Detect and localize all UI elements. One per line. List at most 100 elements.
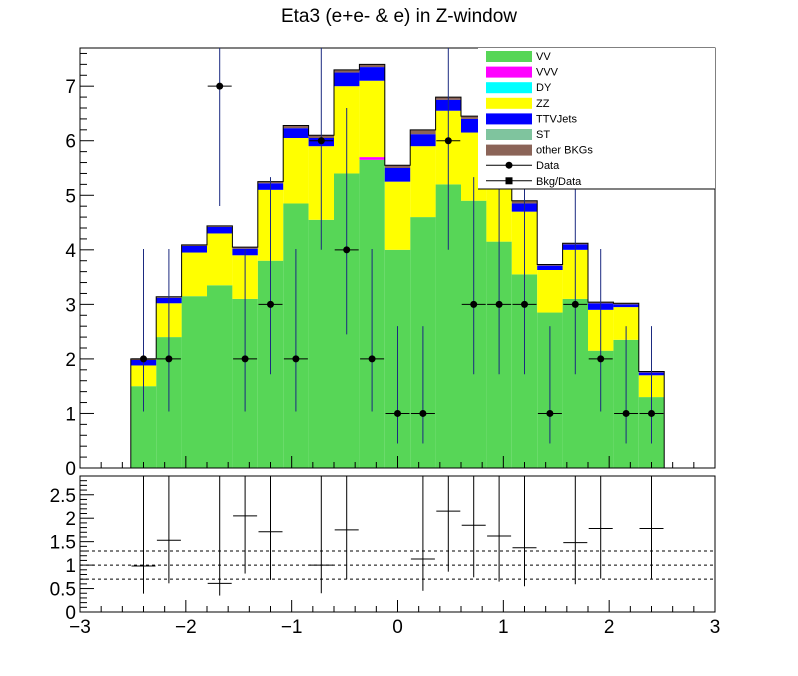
- legend-label: Data: [536, 160, 560, 172]
- stack-bar: [359, 67, 385, 81]
- data-point: [156, 249, 181, 412]
- data-marker: [267, 300, 274, 308]
- data-marker: [648, 409, 655, 417]
- data-marker: [394, 409, 401, 417]
- stack-outline: [80, 63, 715, 469]
- stack-bar: [181, 246, 207, 253]
- data-marker: [368, 355, 376, 363]
- ratio-point: [588, 476, 613, 579]
- ratio-point: [563, 476, 588, 585]
- stack-bar: [232, 247, 258, 249]
- data-point: [639, 326, 664, 444]
- x-tick-label: 1: [498, 617, 509, 638]
- data-marker: [216, 82, 224, 90]
- stack-bar: [410, 146, 436, 218]
- stack-bar: [181, 244, 207, 246]
- y-tick-label: 0: [65, 459, 76, 480]
- data-marker: [546, 409, 554, 417]
- stack-bar: [181, 252, 207, 297]
- ratio-y-tick-label: 1.5: [50, 533, 76, 554]
- data-marker: [571, 300, 579, 308]
- data-point: [537, 326, 562, 444]
- data-point: [614, 326, 639, 444]
- stack-bar: [207, 285, 233, 468]
- legend-marker: [505, 161, 513, 169]
- ratio-point: [258, 476, 283, 580]
- stack-bar: [334, 72, 360, 87]
- data-point: [233, 249, 258, 412]
- legend-entry-other-bkgs: other BKGs: [486, 144, 593, 157]
- stack-bar: [359, 157, 385, 160]
- ratio-point: [436, 476, 461, 572]
- legend-entry-ttvjets: TTVJets: [486, 113, 577, 125]
- stack-bar: [384, 181, 411, 250]
- y-tick-label: 6: [65, 132, 76, 153]
- stack-bar: [537, 270, 563, 313]
- legend-label: ZZ: [536, 98, 550, 110]
- legend-swatch: [486, 51, 532, 62]
- legend-entry-vv: VV: [486, 51, 551, 63]
- stack-bar: [384, 165, 411, 168]
- legend-marker: [505, 177, 513, 185]
- ratio-point: [309, 476, 334, 594]
- ratio-point: [131, 476, 156, 594]
- stack-bar: [283, 128, 309, 138]
- data-marker: [444, 137, 452, 145]
- x-tick-label: 0: [392, 617, 403, 638]
- data-marker: [317, 137, 325, 145]
- legend-swatch: [486, 97, 532, 109]
- data-point: [360, 249, 385, 412]
- ratio-point: [639, 476, 664, 579]
- data-point: [563, 177, 588, 375]
- main-plot: 0 1 2 3 4 5 6 7: [65, 47, 716, 480]
- data-marker: [343, 246, 351, 254]
- legend-swatch: [486, 66, 532, 78]
- ratio-y-tick-label: 1: [65, 556, 76, 577]
- ratio-y-tick-label: 2.5: [50, 486, 76, 507]
- data-marker: [165, 355, 173, 363]
- y-tick-label: 3: [65, 295, 76, 316]
- data-point: [512, 177, 537, 375]
- legend-label: VV: [536, 51, 551, 63]
- ratio-frame: [79, 475, 716, 613]
- stack-bar: [308, 219, 334, 468]
- ratio-plot: 00.511.522.5−3 −2 −1 0 1 2 3: [50, 475, 721, 638]
- legend-label: Bkg/Data: [536, 176, 582, 188]
- data-point: [436, 48, 461, 250]
- legend-entry-vvv: VVV: [486, 66, 559, 79]
- stack-bar: [283, 138, 309, 204]
- data-marker: [495, 300, 503, 308]
- data-point: [588, 249, 613, 412]
- stack-bar: [410, 134, 436, 147]
- stack-series-vvv: [359, 157, 385, 160]
- data-point: [461, 177, 486, 375]
- data-marker: [521, 300, 528, 308]
- legend-swatch: [486, 113, 532, 125]
- legend-label: VVV: [536, 67, 559, 79]
- x-tick-label: 3: [710, 617, 721, 638]
- ratio-point: [461, 476, 486, 578]
- stack-bar: [410, 129, 436, 135]
- data-point: [258, 177, 283, 375]
- legend-label: ST: [536, 129, 550, 141]
- legend-entry-data: Data: [486, 160, 560, 172]
- data-point: [309, 48, 334, 250]
- stack-bar: [537, 264, 563, 266]
- legend-swatch: [486, 82, 532, 94]
- x-tick-label: −1: [281, 617, 303, 638]
- stack-bar: [334, 69, 360, 73]
- ratio-point: [207, 476, 232, 596]
- ratio-point: [233, 476, 258, 574]
- legend-entry-bkg-data: Bkg/Data: [486, 176, 582, 188]
- data-marker: [419, 409, 427, 417]
- y-tick-label: 2: [65, 350, 76, 371]
- data-marker: [241, 355, 249, 363]
- stack-bar: [537, 265, 563, 270]
- stack-bar: [359, 64, 385, 68]
- ratio-y-tick-label: 0.5: [50, 580, 76, 601]
- data-marker: [622, 409, 630, 417]
- stack-bar: [613, 304, 639, 308]
- y-tick-label: 1: [65, 404, 76, 425]
